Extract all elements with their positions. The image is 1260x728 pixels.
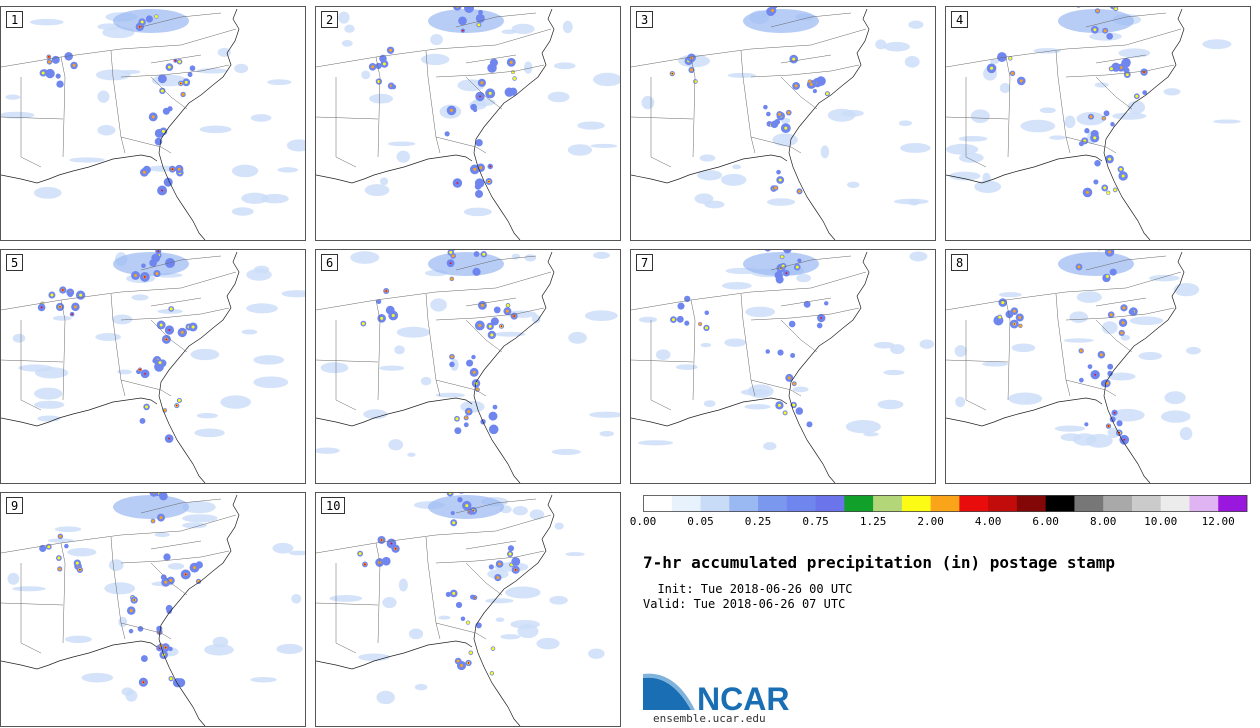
panel-member-label: 8 [951,254,969,271]
map-boundaries [316,251,555,483]
colorbar-swatch [1016,495,1047,512]
light-precip-layer [637,251,935,451]
colorbar-tick-label: 0.00 [629,515,657,528]
light-precip-layer [641,9,931,209]
colorbar-tick-label: 4.00 [974,515,1002,528]
valid-time: Valid: Tue 2018-06-26 07 UTC [643,597,846,611]
colorbar-swatch [873,495,903,512]
convective-cells [360,250,518,435]
ensemble-member-panel: 6 [315,249,621,484]
map-boundaries [1,8,240,240]
precipitation-map [316,493,605,726]
colorbar-swatch [930,495,960,512]
colorbar-tick-label: 2.00 [917,515,944,528]
colorbar-swatch [671,495,702,512]
colorbar-tick-label: 10.00 [1144,515,1178,528]
colorbar-swatch [758,495,788,512]
colorbar-swatch [1074,495,1104,512]
light-precip-layer [12,252,305,438]
colorbar-tick-label: 8.00 [1089,515,1117,528]
logo-wordmark: NCAR [697,681,789,714]
panel-member-label: 2 [321,11,339,28]
colorbar-swatch [786,495,817,512]
colorbar-swatch [643,495,673,512]
ensemble-member-panel: 4 [945,6,1251,241]
colorbar-swatch [988,495,1018,512]
ensemble-member-panel: 3 [630,6,936,241]
colorbar-swatch [901,495,932,512]
ensemble-member-panel: 9 [0,492,306,727]
panel-member-label: 10 [321,497,346,514]
map-boundaries [946,251,1185,483]
logo-url: ensemble.ucar.edu [653,712,766,725]
convective-cells [669,7,831,195]
precipitation-colorbar [643,495,1248,512]
ensemble-member-panel: 7 [630,249,936,484]
panel-member-label: 5 [6,254,24,271]
colorbar-swatch [729,495,759,512]
precipitation-map [316,250,620,483]
colorbar-swatch [1103,495,1133,512]
map-boundaries [1,494,240,726]
light-precip-layer [946,9,1242,193]
map-boundaries [946,8,1185,240]
colorbar-swatch [1131,495,1162,512]
map-boundaries [316,8,555,240]
light-precip-layer [954,252,1201,448]
ensemble-member-panel: 5 [0,249,306,484]
panel-member-label: 3 [636,11,654,28]
convective-cells [670,250,829,428]
precipitation-map [631,250,935,483]
plot-title: 7-hr accumulated precipitation (in) post… [643,553,1116,572]
colorbar-swatch [815,495,845,512]
convective-cells [368,7,518,198]
map-boundaries [316,494,555,726]
precipitation-map [946,7,1242,240]
map-boundaries [631,251,870,483]
colorbar-swatch [1045,495,1075,512]
convective-cells [986,7,1148,198]
precipitation-map [316,7,620,240]
precipitation-map [631,7,931,240]
colorbar-swatch [959,495,989,512]
colorbar-swatch [1189,495,1219,512]
ensemble-member-panel: 10 [315,492,621,727]
init-time: Init: Tue 2018-06-26 00 UTC [643,582,853,596]
map-boundaries [1,251,240,483]
light-precip-layer [329,495,605,705]
light-precip-layer [316,251,620,457]
panel-member-label: 4 [951,11,969,28]
light-precip-layer [1,9,305,216]
colorbar-tick-label: 1.25 [859,515,887,528]
colorbar-swatch [700,495,730,512]
colorbar-tick-label: 6.00 [1032,515,1059,528]
convective-cells [39,493,203,688]
panel-member-label: 6 [321,254,339,271]
convective-cells [39,14,196,196]
colorbar-swatch [1218,495,1248,512]
colorbar-tick-label: 12.00 [1201,515,1235,528]
colorbar-tick-label: 0.75 [802,515,829,528]
precipitation-map [1,250,305,483]
light-precip-layer [7,495,305,702]
panel-member-label: 7 [636,254,654,271]
precipitation-map [1,8,305,240]
ensemble-member-panel: 8 [945,249,1251,484]
panel-member-label: 9 [6,497,24,514]
convective-cells [993,250,1138,445]
ensemble-member-panel: 2 [315,6,621,241]
panel-member-label: 1 [6,11,24,28]
ensemble-member-panel: 1 [0,6,306,241]
precipitation-map [1,493,305,726]
convective-cells [37,250,198,443]
convective-cells [357,493,521,676]
precipitation-map [946,250,1201,483]
map-boundaries [631,8,870,240]
ncar-logo: NCAR [643,673,789,714]
colorbar-tick-label: 0.25 [744,515,772,528]
colorbar-swatch [844,495,874,512]
colorbar-tick-label: 0.05 [687,515,714,528]
colorbar-swatch [1160,495,1190,512]
